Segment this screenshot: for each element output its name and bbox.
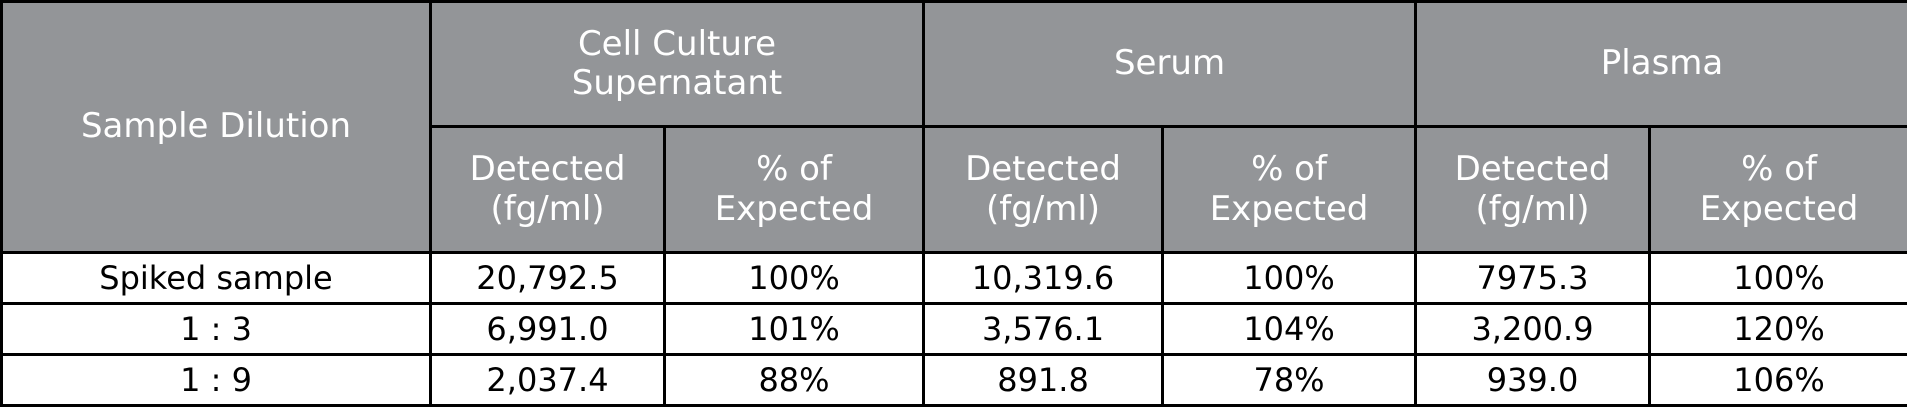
column-header: % of Expected [1650, 127, 1907, 253]
column-header: Detected (fg/ml) [924, 127, 1163, 253]
cell: 3,576.1 [924, 304, 1163, 355]
cell: 2,037.4 [431, 355, 665, 406]
cell: 101% [665, 304, 924, 355]
cell: 891.8 [924, 355, 1163, 406]
cell: 104% [1163, 304, 1416, 355]
cell: 6,991.0 [431, 304, 665, 355]
cell: 10,319.6 [924, 253, 1163, 304]
cell: 120% [1650, 304, 1907, 355]
column-header: Detected (fg/ml) [1416, 127, 1650, 253]
cell: 88% [665, 355, 924, 406]
cell: 106% [1650, 355, 1907, 406]
column-header: % of Expected [665, 127, 924, 253]
cell: 100% [1163, 253, 1416, 304]
cell: 100% [1650, 253, 1907, 304]
row-label: 1 : 3 [2, 304, 431, 355]
row-header: Sample Dilution [2, 2, 431, 253]
group-header: Plasma [1416, 2, 1907, 127]
row-label: Spiked sample [2, 253, 431, 304]
cell: 20,792.5 [431, 253, 665, 304]
group-header: Cell Culture Supernatant [431, 2, 924, 127]
column-header: Detected (fg/ml) [431, 127, 665, 253]
row-label: 1 : 9 [2, 355, 431, 406]
cell: 78% [1163, 355, 1416, 406]
cell: 3,200.9 [1416, 304, 1650, 355]
cell: 7975.3 [1416, 253, 1650, 304]
group-header: Serum [924, 2, 1416, 127]
cell: 939.0 [1416, 355, 1650, 406]
cell: 100% [665, 253, 924, 304]
column-header: % of Expected [1163, 127, 1416, 253]
